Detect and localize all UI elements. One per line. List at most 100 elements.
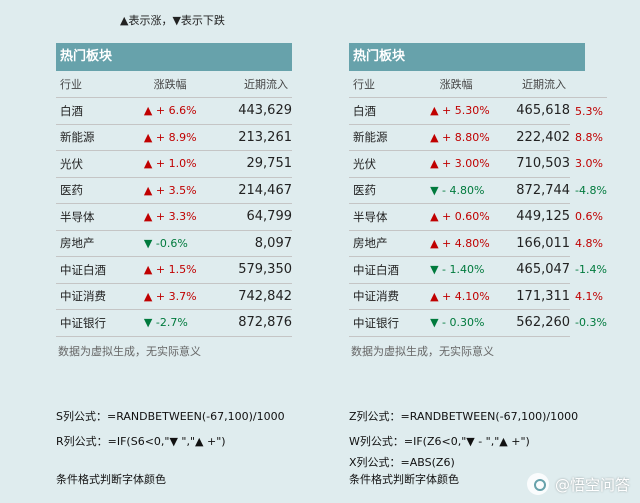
header-blank bbox=[570, 71, 607, 98]
raw-change-value: 3.0% bbox=[575, 157, 603, 171]
raw-change-value: 8.8% bbox=[575, 130, 603, 144]
table-title: 热门板块 bbox=[349, 43, 585, 71]
cond-format-note: 条件格式判断字体颜色 bbox=[349, 473, 459, 486]
table-header-row: 行业 涨跌幅 近期流入 bbox=[56, 71, 292, 98]
change-percent: 0.60% bbox=[454, 210, 490, 224]
disclaimer-note: 数据为虚拟生成，无实际意义 bbox=[58, 344, 201, 358]
change-cell: ▲ + 3.7% bbox=[134, 283, 206, 310]
change-percent: 1.0% bbox=[168, 157, 197, 171]
change-sign: - bbox=[442, 316, 447, 330]
inflow-value: 29,751 bbox=[205, 150, 292, 178]
inflow-value: 449,125 bbox=[491, 203, 571, 231]
industry-name: 新能源 bbox=[56, 124, 135, 151]
industry-name: 中证白酒 bbox=[349, 256, 421, 284]
inflow-value: 872,876 bbox=[205, 309, 292, 337]
change-cell: ▲ + 3.00% bbox=[420, 150, 492, 178]
table-row: 新能源 ▲ + 8.9% 213,261 bbox=[56, 124, 292, 151]
inflow-value: 443,629 bbox=[205, 97, 292, 125]
change-sign: + bbox=[442, 289, 452, 303]
table-row: 中证银行 ▼ - 0.30% 562,260 -0.3% bbox=[349, 309, 607, 337]
header-industry: 行业 bbox=[56, 71, 135, 98]
up-arrow-icon: ▲ bbox=[430, 236, 439, 250]
change-percent: 1.5% bbox=[168, 263, 197, 277]
formula-w: W列公式：=IF(Z6<0,"▼ - ","▲ +") bbox=[349, 435, 530, 448]
table-row: 中证消费 ▲ + 3.7% 742,842 bbox=[56, 283, 292, 310]
change-percent: 8.9% bbox=[168, 130, 197, 144]
sector-table: 行业 涨跌幅 近期流入 白酒 ▲ + 5.30% 465,618 5.3% 新能源 ▲ +… bbox=[349, 71, 607, 337]
change-sign: + bbox=[155, 130, 166, 144]
change-sign: + bbox=[442, 210, 452, 224]
change-percent: 3.3% bbox=[168, 210, 197, 224]
up-arrow-icon: ▲ bbox=[143, 130, 153, 144]
change-cell: ▲ + 5.30% bbox=[420, 97, 492, 125]
industry-name: 白酒 bbox=[56, 97, 135, 125]
up-arrow-icon: ▲ bbox=[430, 289, 439, 303]
industry-name: 中证消费 bbox=[349, 283, 421, 310]
up-arrow-icon: ▲ bbox=[430, 130, 439, 144]
industry-name: 房地产 bbox=[349, 230, 421, 257]
up-arrow-icon: ▲ bbox=[143, 210, 153, 224]
change-percent: -2.7% bbox=[155, 316, 188, 330]
wukong-logo-icon bbox=[526, 473, 549, 495]
inflow-value: 214,467 bbox=[205, 177, 292, 204]
change-percent: 4.80% bbox=[454, 236, 490, 250]
raw-change-value: 4.8% bbox=[575, 236, 603, 250]
disclaimer-note: 数据为虚拟生成，无实际意义 bbox=[351, 344, 494, 358]
change-cell: ▲ + 3.5% bbox=[134, 177, 206, 204]
change-percent: 4.10% bbox=[454, 289, 490, 303]
industry-name: 中证白酒 bbox=[56, 256, 135, 284]
raw-change-value: -0.3% bbox=[575, 316, 607, 330]
industry-name: 中证消费 bbox=[56, 283, 135, 310]
up-arrow-icon: ▲ bbox=[430, 157, 439, 171]
table-row: 中证消费 ▲ + 4.10% 171,311 4.1% bbox=[349, 283, 607, 310]
change-cell: ▲ + 1.0% bbox=[134, 150, 206, 178]
hot-sectors-table-right: 热门板块 行业 涨跌幅 近期流入 白酒 ▲ + 5.30% 465,618 5.3% 新… bbox=[349, 43, 607, 359]
formula-s: S列公式：=RANDBETWEEN(-67,100)/1000 bbox=[56, 410, 285, 423]
legend-text: ▲表示涨，▼表示下跌 bbox=[120, 14, 225, 27]
inflow-value: 579,350 bbox=[205, 256, 292, 284]
change-sign: + bbox=[155, 183, 166, 197]
table-row: 医药 ▼ - 4.80% 872,744 -4.8% bbox=[349, 177, 607, 204]
table-row: 光伏 ▲ + 3.00% 710,503 3.0% bbox=[349, 150, 607, 178]
change-sign: + bbox=[442, 130, 452, 144]
industry-name: 房地产 bbox=[56, 230, 135, 257]
inflow-value: 222,402 bbox=[491, 124, 571, 151]
down-arrow-icon: ▼ bbox=[430, 183, 439, 197]
cond-format-note: 条件格式判断字体颜色 bbox=[56, 473, 166, 486]
change-cell: ▲ + 4.10% bbox=[420, 283, 492, 310]
header-inflow: 近期流入 bbox=[205, 71, 292, 98]
table-title: 热门板块 bbox=[56, 43, 292, 71]
sector-table: 行业 涨跌幅 近期流入 白酒 ▲ + 6.6% 443,629 新能源 ▲ + 8.9%… bbox=[56, 71, 292, 337]
industry-name: 半导体 bbox=[349, 203, 421, 231]
inflow-value: 742,842 bbox=[205, 283, 292, 310]
table-row: 中证白酒 ▲ + 1.5% 579,350 bbox=[56, 256, 292, 284]
header-inflow: 近期流入 bbox=[491, 71, 571, 98]
industry-name: 医药 bbox=[56, 177, 135, 204]
table-header-row: 行业 涨跌幅 近期流入 bbox=[349, 71, 607, 98]
table-row: 白酒 ▲ + 5.30% 465,618 5.3% bbox=[349, 97, 607, 125]
change-sign: + bbox=[155, 289, 166, 303]
table-row: 中证白酒 ▼ - 1.40% 465,047 -1.4% bbox=[349, 256, 607, 284]
change-cell: ▼ - 1.40% bbox=[420, 256, 492, 284]
change-sign: + bbox=[442, 236, 452, 250]
table-row: 新能源 ▲ + 8.80% 222,402 8.8% bbox=[349, 124, 607, 151]
formula-z: Z列公式：=RANDBETWEEN(-67,100)/1000 bbox=[349, 410, 579, 423]
change-sign: + bbox=[155, 104, 166, 118]
change-percent: 5.30% bbox=[454, 104, 490, 118]
table-row: 房地产 ▲ + 4.80% 166,011 4.8% bbox=[349, 230, 607, 257]
raw-change-value: 0.6% bbox=[575, 210, 603, 224]
change-cell: ▼ - 0.30% bbox=[420, 309, 492, 337]
table-row: 白酒 ▲ + 6.6% 443,629 bbox=[56, 97, 292, 125]
raw-change-value: -1.4% bbox=[575, 263, 607, 277]
industry-name: 中证银行 bbox=[349, 309, 421, 337]
change-sign: + bbox=[155, 210, 166, 224]
change-percent: -0.6% bbox=[155, 236, 188, 250]
inflow-value: 562,260 bbox=[491, 309, 571, 337]
change-percent: 4.80% bbox=[449, 183, 485, 197]
formula-r: R列公式：=IF(S6<0,"▼ ","▲ +") bbox=[56, 435, 226, 448]
industry-name: 新能源 bbox=[349, 124, 421, 151]
table-row: 光伏 ▲ + 1.0% 29,751 bbox=[56, 150, 292, 178]
inflow-value: 872,744 bbox=[491, 177, 571, 204]
change-sign: - bbox=[442, 263, 447, 277]
down-arrow-icon: ▼ bbox=[143, 236, 153, 250]
